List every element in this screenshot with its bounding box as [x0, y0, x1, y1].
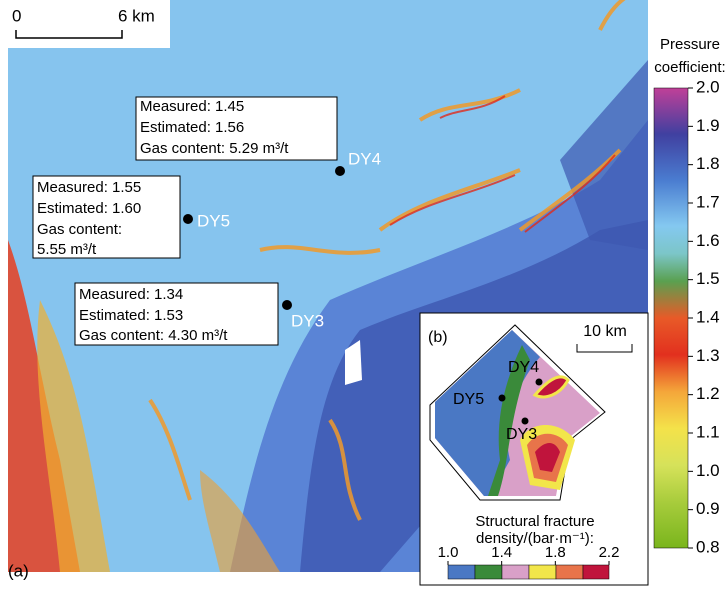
annotation-box: [135, 96, 338, 161]
legend-tick-label: 1.8: [545, 544, 566, 561]
colorbar-tick-label: 0.9: [696, 499, 720, 518]
well-label: DY4: [348, 149, 381, 168]
annotation-box: [74, 282, 279, 346]
inset-well-label: DY3: [506, 426, 537, 443]
inset-well-label: DY5: [453, 391, 484, 408]
legend-tick-label: 1.0: [438, 544, 459, 561]
well-point: [282, 300, 292, 310]
well-point: [498, 394, 506, 402]
inset-well-label: DY4: [508, 359, 539, 376]
colorbar-tick-label: 1.5: [696, 269, 720, 288]
well-point: [521, 417, 529, 425]
well-label: DY3: [291, 311, 324, 330]
annotation-line: Estimated: 1.56: [140, 119, 244, 136]
annotation-line: Gas content: 5.29 m³/t: [140, 140, 289, 157]
colorbar-tick-label: 1.1: [696, 422, 720, 441]
annotation-box: [32, 175, 181, 259]
inset-zone-red: [532, 375, 570, 399]
annotation-line: Estimated: 1.53: [79, 307, 183, 324]
colorbar-tick-label: 1.2: [696, 384, 720, 403]
colorbar: [653, 87, 689, 549]
annotation-line: Measured: 1.34: [79, 286, 183, 303]
annotation-line: Gas content:: [37, 221, 122, 238]
well-point: [535, 378, 543, 386]
colorbar-tick-label: 1.4: [696, 307, 720, 326]
annotation-line: 5.55 m³/t: [37, 241, 97, 258]
well-label: DY5: [197, 211, 230, 230]
colorbar-tick-label: 2.0: [696, 77, 720, 96]
inset-scale-bar: [576, 344, 633, 353]
annotation-line: Gas content: 4.30 m³/t: [79, 327, 228, 344]
inset-scale-label: 10 km: [583, 323, 627, 340]
inset-label: (b): [428, 329, 448, 346]
scale-bar-background: [0, 0, 170, 48]
scale-start: 0: [12, 6, 21, 25]
colorbar-tick-label: 1.7: [696, 192, 720, 211]
colorbar-tick-label: 0.8: [696, 537, 720, 556]
colorbar-title: Pressure: [660, 36, 720, 53]
inset-zone-green: [488, 345, 530, 496]
colorbar-title: coefficient:: [654, 59, 725, 76]
legend-swatches: [447, 564, 610, 580]
annotation-line: Estimated: 1.60: [37, 200, 141, 217]
colorbar-tick-label: 1.0: [696, 461, 720, 480]
well-point: [335, 166, 345, 176]
legend-tick-label: 1.4: [491, 544, 512, 561]
annotation-line: Measured: 1.55: [37, 179, 141, 196]
colorbar-tick-label: 1.6: [696, 231, 720, 250]
scale-end: 6 km: [118, 6, 155, 25]
legend-tick-label: 2.2: [599, 544, 620, 561]
inset-zone-red: [535, 443, 560, 472]
well-point: [183, 214, 193, 224]
colorbar-tick-label: 1.9: [696, 116, 720, 135]
legend-title: density/(bar·m⁻¹):: [476, 530, 594, 547]
annotation-line: Measured: 1.45: [140, 98, 244, 115]
colorbar-tick-label: 1.3: [696, 346, 720, 365]
panel-label: (a): [8, 561, 29, 580]
colorbar-tick-label: 1.8: [696, 154, 720, 173]
legend-title: Structural fracture: [475, 513, 594, 530]
scale-bar: [15, 30, 123, 39]
